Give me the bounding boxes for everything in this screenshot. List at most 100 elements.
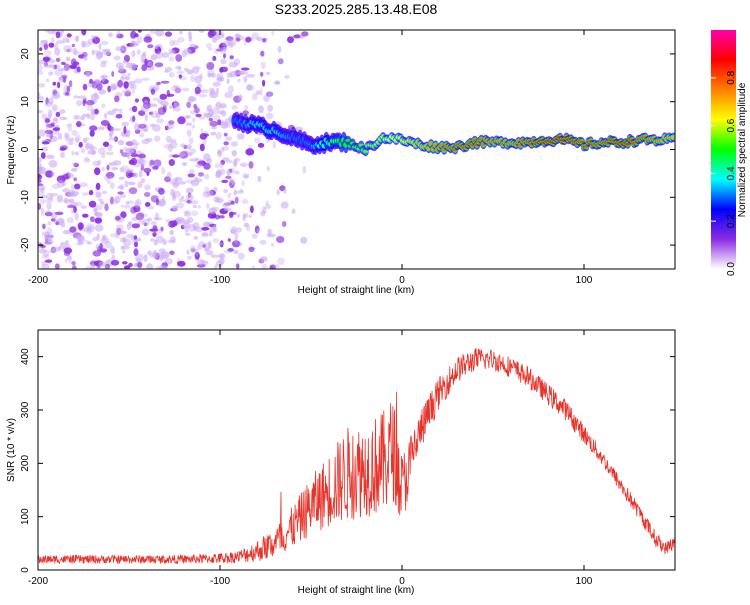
- noise-blob: [150, 110, 159, 119]
- noise-blob: [55, 111, 61, 118]
- noise-blob: [150, 88, 155, 95]
- noise-blob: [231, 181, 236, 185]
- noise-blob: [223, 53, 226, 59]
- noise-blob: [41, 113, 48, 119]
- noise-blob: [208, 47, 212, 51]
- snr-ylabel: SNR (10 * v/v): [6, 418, 17, 482]
- noise-blob: [66, 48, 71, 53]
- noise-blob: [254, 225, 260, 234]
- noise-blob: [236, 213, 240, 218]
- noise-blob: [116, 33, 124, 39]
- noise-blob: [234, 237, 238, 244]
- noise-blob: [222, 40, 231, 47]
- noise-blob: [169, 105, 174, 109]
- noise-blob: [136, 36, 143, 44]
- noise-blob: [72, 47, 78, 55]
- noise-blob: [161, 166, 166, 175]
- noise-blob: [170, 50, 177, 54]
- noise-blob: [214, 163, 220, 169]
- noise-blob: [267, 104, 274, 112]
- noise-blob: [169, 250, 175, 255]
- noise-blob: [276, 236, 285, 243]
- noise-blob: [141, 64, 148, 72]
- noise-blob: [149, 30, 158, 35]
- noise-blob: [183, 48, 192, 56]
- noise-blob: [142, 218, 150, 227]
- noise-blob: [265, 71, 271, 75]
- noise-blob: [135, 212, 145, 221]
- noise-blob: [233, 58, 241, 66]
- noise-blob: [175, 54, 183, 62]
- noise-blob: [41, 186, 45, 194]
- noise-blob: [110, 233, 118, 238]
- noise-blob: [225, 36, 234, 42]
- noise-blob: [138, 170, 143, 178]
- noise-blob: [82, 213, 89, 218]
- noise-blob: [127, 181, 136, 186]
- noise-blob: [95, 191, 102, 198]
- noise-blob: [126, 222, 132, 230]
- spectrogram-ytick-label: 20: [20, 48, 31, 60]
- noise-blob: [219, 240, 224, 248]
- noise-blob: [110, 247, 116, 255]
- snr-ytick-label: 0: [20, 567, 31, 573]
- noise-blob: [229, 211, 237, 215]
- noise-blob: [68, 192, 77, 198]
- noise-blob: [225, 175, 232, 179]
- noise-blob: [38, 157, 42, 164]
- noise-blob: [111, 254, 116, 262]
- noise-blob: [45, 192, 54, 201]
- noise-blob: [248, 246, 255, 253]
- noise-blob: [128, 187, 138, 195]
- colorbar-ticks: 0.0 0.2 0.4 0.6 0.8: [711, 70, 737, 276]
- noise-blob: [124, 265, 131, 269]
- noise-blob: [115, 235, 120, 239]
- noise-blob: [220, 46, 228, 52]
- noise-blob: [78, 141, 83, 148]
- noise-blob: [156, 81, 161, 86]
- noise-blob: [209, 91, 219, 99]
- noise-blob: [110, 182, 115, 190]
- noise-blob: [89, 144, 94, 151]
- noise-blob: [118, 65, 124, 72]
- noise-blob: [72, 265, 77, 269]
- noise-blob: [67, 204, 76, 209]
- noise-blob: [190, 245, 196, 254]
- noise-blob: [50, 122, 55, 127]
- noise-blob: [89, 78, 93, 84]
- noise-blob: [102, 141, 110, 147]
- noise-blob: [168, 120, 175, 125]
- noise-blob: [178, 30, 183, 35]
- noise-blob: [135, 257, 141, 263]
- noise-blob: [202, 244, 207, 248]
- noise-blob: [144, 184, 151, 191]
- noise-blob: [191, 66, 200, 74]
- noise-blob: [138, 132, 145, 138]
- noise-blob: [123, 81, 129, 89]
- noise-blob: [277, 45, 282, 53]
- noise-blob: [204, 112, 213, 119]
- noise-blob: [66, 217, 75, 224]
- colorbar-label: Normalized spectral amplitude: [737, 82, 748, 217]
- noise-blob: [126, 233, 135, 239]
- noise-blob: [144, 192, 151, 197]
- noise-blob: [115, 224, 124, 232]
- noise-blob: [168, 48, 175, 55]
- noise-blob: [129, 62, 137, 71]
- noise-blob: [68, 80, 73, 88]
- noise-blob: [71, 209, 75, 214]
- noise-blob: [191, 210, 199, 217]
- noise-blob: [262, 263, 267, 269]
- noise-blob: [165, 219, 171, 223]
- noise-blob: [260, 256, 268, 262]
- noise-blob: [224, 122, 233, 128]
- noise-blob: [47, 114, 52, 120]
- noise-blob: [41, 263, 50, 269]
- noise-blob: [283, 188, 287, 194]
- noise-blob: [82, 137, 87, 144]
- noise-blob: [83, 158, 91, 163]
- noise-blob: [140, 104, 150, 113]
- noise-blob: [94, 224, 104, 232]
- noise-blob: [59, 241, 67, 250]
- noise-blob: [120, 211, 127, 219]
